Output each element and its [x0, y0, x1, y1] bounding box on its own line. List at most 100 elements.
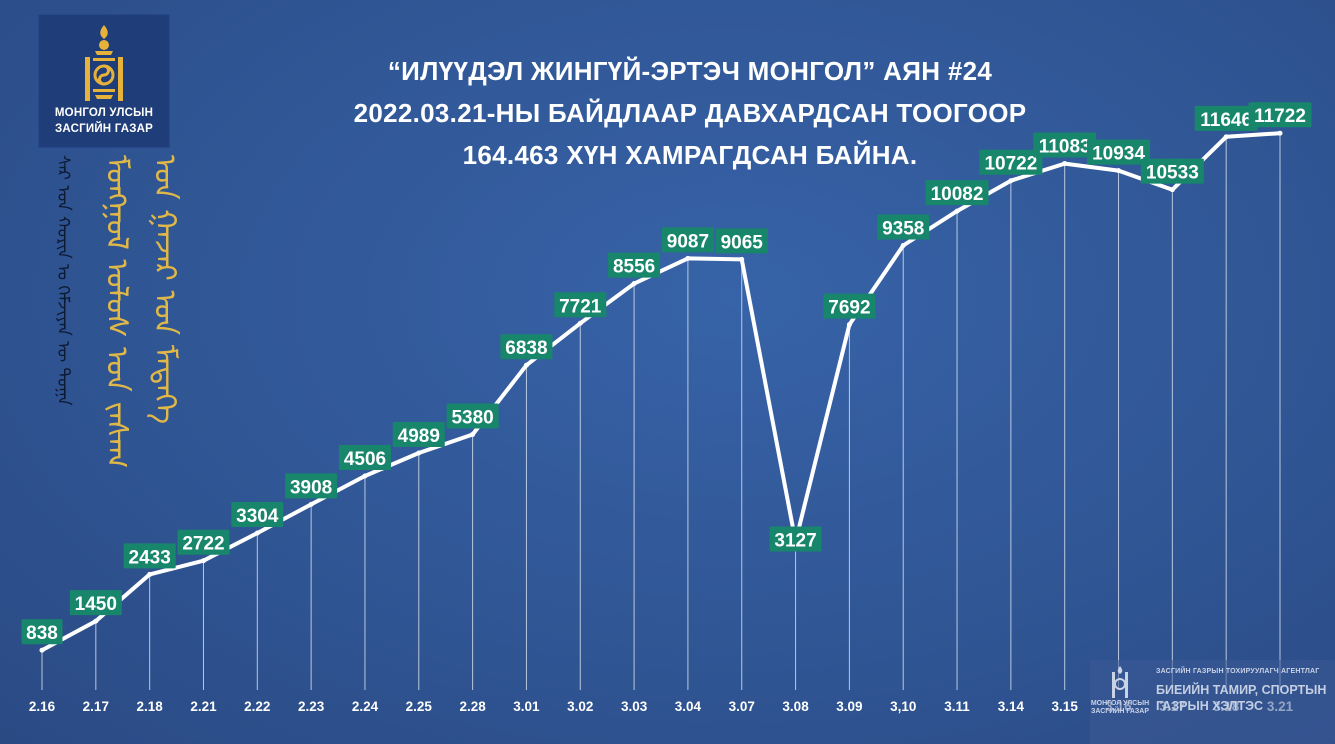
- data-label: 5380: [446, 403, 499, 429]
- data-label-box: [392, 422, 445, 448]
- series-line: [40, 131, 1282, 653]
- x-tick-label: 3.04: [675, 699, 702, 714]
- data-point: [523, 362, 529, 368]
- data-label-text: 2722: [182, 534, 224, 555]
- data-label: 10722: [979, 149, 1043, 175]
- data-label: 4989: [392, 422, 445, 448]
- x-tick-label: 2.22: [244, 699, 270, 714]
- data-label: 2722: [177, 529, 230, 555]
- data-label-box: [1140, 158, 1204, 184]
- x-tick-label: 3.03: [621, 699, 648, 714]
- data-label: 9065: [715, 228, 768, 254]
- data-label-box: [69, 590, 122, 616]
- title-line-3: 164.463 ХҮН ХАМРАГДСАН БАЙНА.: [462, 140, 918, 170]
- x-tick-label: 3.14: [998, 699, 1025, 714]
- data-label-box: [1087, 139, 1151, 165]
- government-logo: МОНГОЛ УЛСЫН ЗАСГИЙН ГАЗАР: [38, 14, 170, 148]
- data-point: [308, 501, 314, 507]
- data-label: 6838: [500, 334, 553, 360]
- data-label-box: [338, 444, 391, 470]
- data-label: 4506: [338, 444, 391, 470]
- data-label-box: [21, 619, 63, 645]
- data-label: 1450: [69, 590, 122, 616]
- data-label-text: 10934: [1092, 144, 1145, 165]
- x-tick-label: 3.07: [729, 699, 755, 714]
- data-label-text: 8556: [613, 257, 655, 278]
- data-label-text: 3127: [774, 530, 816, 551]
- data-label-text: 7692: [828, 298, 870, 319]
- x-tick-label: 2.17: [83, 699, 109, 714]
- data-label-text: 5380: [451, 407, 493, 428]
- data-label-box: [285, 473, 338, 499]
- data-label-box: [823, 293, 876, 319]
- data-point: [147, 571, 153, 577]
- data-label: 7692: [823, 293, 876, 319]
- data-label-text: 10722: [984, 154, 1037, 175]
- data-label-box: [1033, 132, 1097, 158]
- data-point: [1277, 130, 1283, 136]
- data-label: 11646: [1194, 105, 1258, 131]
- data-label-text: 11646: [1200, 110, 1252, 131]
- x-tick-label: 3.02: [567, 699, 593, 714]
- x-tick-label: 3.08: [782, 699, 809, 714]
- data-label: 11722: [1248, 102, 1312, 128]
- x-tick-label: 2.25: [406, 699, 433, 714]
- data-label-box: [715, 228, 768, 254]
- title-line-1: “ИЛҮҮДЭЛ ЖИНГҮЙ-ЭРТЭЧ МОНГОЛ” АЯН #24: [387, 56, 993, 86]
- x-tick-label: 3.11: [944, 699, 970, 714]
- data-label-box: [769, 526, 822, 552]
- mongol-script-column-1: ᠰᠠᠷ ᠤᠨ ᠬᠣᠷᠢᠨ ᠤ ᠬᠡᠮᠵᠢᠶᠡᠨ ᠦ ᠲᠣᠭᠠ: [53, 155, 73, 406]
- data-point: [577, 320, 583, 326]
- title-line-2: 2022.03.21-НЫ БАЙДЛААР ДАВХАРДСАН ТООГОО…: [353, 98, 1027, 128]
- data-point: [1223, 134, 1229, 140]
- watermark-line-1: БИЕИЙН ТАМИР, СПОРТЫН: [1156, 683, 1327, 697]
- data-label-box: [661, 227, 714, 253]
- watermark-agency: ЗАСГИЙН ГАЗРЫН ТОХИРУУЛАГЧ АГЕНТЛАГ: [1156, 668, 1320, 675]
- x-tick-label: 2.21: [190, 699, 217, 714]
- x-tick-label: 2.24: [352, 699, 379, 714]
- mongol-script-column-2: ᠮᠣᠩᠭᠣᠯ ᠤᠯᠤᠰ ᠤᠨ ᠵᠠᠰᠠᠭ: [99, 155, 134, 469]
- data-point: [685, 255, 691, 261]
- data-label-box: [177, 529, 230, 555]
- data-point: [362, 473, 368, 479]
- watermark-line-2: ГАЗРЫН ХЭЛТЭС: [1156, 699, 1264, 713]
- data-label-box: [123, 543, 176, 569]
- slide-title: “ИЛҮҮДЭЛ ЖИНГҮЙ-ЭРТЭЧ МОНГОЛ” АЯН #24 20…: [240, 50, 1140, 176]
- soyombo-icon: [85, 25, 123, 101]
- data-label: 10533: [1140, 158, 1204, 184]
- data-label: 7721: [554, 292, 607, 318]
- data-label-text: 838: [26, 623, 58, 644]
- data-label: 3304: [231, 502, 284, 528]
- data-point: [900, 242, 906, 248]
- data-label-text: 3304: [236, 506, 279, 527]
- data-label-text: 9065: [721, 232, 764, 253]
- data-label-box: [979, 149, 1043, 175]
- brand-line-2: ЗАСГИЙН ГАЗАР: [55, 123, 153, 135]
- mongol-script-column-3: ᠤᠨ ᠭᠠᠵᠠᠷ ᠤᠨ ᠮᠡᠳᠡᠭᠡ: [147, 155, 182, 425]
- data-label-box: [231, 502, 284, 528]
- data-label: 10934: [1087, 139, 1151, 165]
- data-point: [39, 647, 45, 653]
- data-point: [631, 281, 637, 287]
- data-label: 3908: [285, 473, 338, 499]
- x-tick-label: 2.16: [29, 699, 56, 714]
- data-point: [254, 530, 260, 536]
- data-label-text: 3908: [290, 477, 332, 498]
- data-label-box: [1248, 102, 1312, 128]
- agency-watermark: МОНГОЛ УЛСЫН ЗАСГИЙН ГАЗАР ЗАСГИЙН ГАЗРЫ…: [1090, 660, 1335, 744]
- watermark-logo-line-1: МОНГОЛ УЛСЫН: [1090, 700, 1150, 707]
- data-label: 11083: [1033, 132, 1097, 158]
- data-point: [1169, 187, 1175, 193]
- data-label: 3127: [769, 526, 822, 552]
- data-label: 838: [21, 619, 63, 645]
- x-tick-label: 3.09: [836, 699, 862, 714]
- data-point: [846, 322, 852, 328]
- data-label: 9358: [877, 214, 930, 240]
- watermark-logo-icon: [1112, 666, 1128, 698]
- data-label-text: 2433: [129, 547, 171, 568]
- data-label-text: 6838: [505, 338, 547, 359]
- data-label-text: 10533: [1146, 163, 1199, 184]
- x-tick-label: 2.28: [459, 699, 486, 714]
- data-label: 10082: [925, 180, 989, 206]
